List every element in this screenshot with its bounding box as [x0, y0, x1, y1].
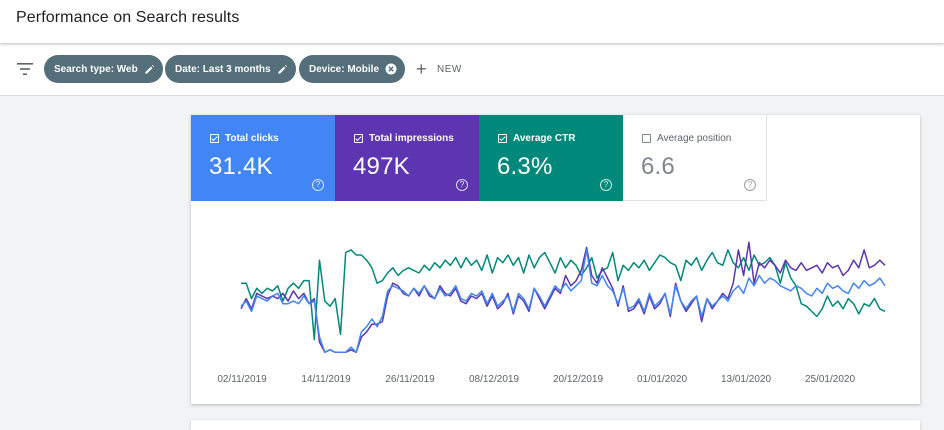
edit-pencil-icon[interactable]	[144, 64, 155, 75]
x-tick-label: 26/11/2019	[385, 374, 435, 385]
metric-average-ctr[interactable]: Average CTR 6.3% ?	[479, 115, 623, 201]
x-tick-label: 02/11/2019	[217, 374, 267, 385]
metric-total-clicks[interactable]: Total clicks 31.4K ?	[191, 115, 335, 201]
help-icon[interactable]: ?	[744, 179, 756, 191]
metric-label: Average position	[657, 133, 732, 144]
metric-label: Total impressions	[369, 133, 454, 144]
metric-label: Total clicks	[225, 133, 279, 144]
x-tick-label: 25/01/2020	[805, 374, 855, 385]
filter-bar: Search type: Web Date: Last 3 months Dev…	[0, 43, 944, 96]
filter-chip-device[interactable]: Device: Mobile	[299, 55, 406, 83]
x-tick-label: 01/01/2020	[637, 374, 687, 385]
performance-line-chart[interactable]: 02/11/2019 14/11/2019 26/11/2019 08/12/2019…	[191, 115, 920, 404]
metric-header: Total impressions	[354, 133, 454, 144]
filter-list-icon[interactable]	[16, 62, 34, 76]
series-line-1	[240, 241, 886, 354]
chip-label: Search type: Web	[54, 63, 138, 75]
metric-header: Average CTR	[498, 133, 575, 144]
metric-average-position[interactable]: Average position 6.6 ?	[623, 115, 767, 201]
metric-value: 6.6	[641, 153, 675, 180]
metric-value: 31.4K	[209, 153, 273, 180]
series-line-2	[240, 249, 886, 354]
metric-label: Average CTR	[513, 133, 576, 144]
checkbox-unchecked-icon[interactable]	[642, 134, 651, 143]
metric-header: Total clicks	[210, 133, 279, 144]
filter-chip-search-type[interactable]: Search type: Web	[44, 55, 163, 83]
app-header: Performance on Search results	[0, 0, 944, 43]
performance-card: Total clicks 31.4K ? Total impressions 4…	[191, 115, 920, 404]
help-icon[interactable]: ?	[312, 179, 324, 191]
page-title: Performance on Search results	[16, 9, 240, 26]
chip-label: Device: Mobile	[309, 63, 380, 75]
metric-total-impressions[interactable]: Total impressions 497K ?	[335, 115, 479, 201]
help-icon[interactable]: ?	[456, 179, 468, 191]
checkbox-checked-icon[interactable]	[210, 134, 219, 143]
chip-label: Date: Last 3 months	[175, 63, 271, 75]
plus-icon: +	[416, 59, 428, 79]
checkbox-checked-icon[interactable]	[498, 134, 507, 143]
edit-pencil-icon[interactable]	[277, 64, 288, 75]
series-line-0	[241, 249, 886, 341]
help-icon[interactable]: ?	[600, 179, 612, 191]
x-tick-label: 20/12/2019	[553, 374, 603, 385]
metric-value: 6.3%	[497, 153, 553, 180]
add-filter-label: NEW	[437, 63, 462, 75]
add-filter-button[interactable]: + NEW	[416, 55, 462, 83]
metric-value: 497K	[353, 153, 410, 180]
x-tick-label: 14/11/2019	[301, 374, 351, 385]
remove-circle-icon[interactable]	[385, 63, 397, 75]
x-tick-label: 13/01/2020	[721, 374, 771, 385]
filter-chip-date[interactable]: Date: Last 3 months	[165, 55, 296, 83]
checkbox-checked-icon[interactable]	[354, 134, 363, 143]
secondary-card	[191, 420, 920, 430]
x-tick-label: 08/12/2019	[469, 374, 519, 385]
metric-header: Average position	[642, 133, 731, 144]
